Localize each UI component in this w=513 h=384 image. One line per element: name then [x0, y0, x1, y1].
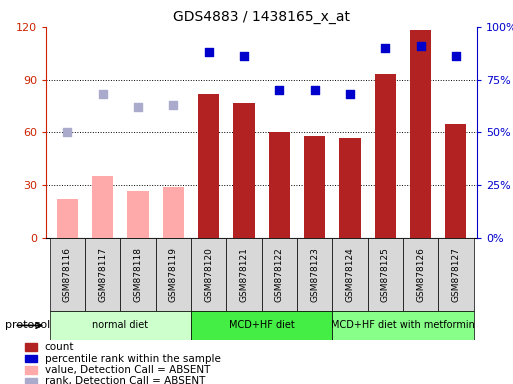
Point: [275, 87, 283, 93]
Bar: [50, 311, 191, 340]
Bar: [445, 124, 466, 238]
Point: [417, 43, 425, 49]
Text: GSM878124: GSM878124: [345, 247, 354, 302]
Bar: [57, 199, 78, 238]
Text: GSM878122: GSM878122: [275, 247, 284, 302]
Text: percentile rank within the sample: percentile rank within the sample: [45, 354, 221, 364]
Text: MCD+HF diet: MCD+HF diet: [229, 320, 294, 331]
Bar: [198, 94, 219, 238]
Title: GDS4883 / 1438165_x_at: GDS4883 / 1438165_x_at: [173, 10, 350, 25]
Bar: [163, 187, 184, 238]
Text: normal diet: normal diet: [92, 320, 148, 331]
Text: count: count: [45, 342, 74, 352]
Text: GSM878121: GSM878121: [240, 247, 248, 302]
Bar: [127, 190, 149, 238]
Text: value, Detection Call = ABSENT: value, Detection Call = ABSENT: [45, 365, 210, 375]
Bar: [50, 238, 85, 311]
Point: [310, 87, 319, 93]
Bar: [25, 378, 37, 384]
Text: protocol: protocol: [5, 320, 50, 331]
Text: rank, Detection Call = ABSENT: rank, Detection Call = ABSENT: [45, 376, 205, 384]
Bar: [410, 30, 431, 238]
Point: [63, 129, 71, 136]
Bar: [191, 238, 226, 311]
Text: GSM878120: GSM878120: [204, 247, 213, 302]
Bar: [92, 177, 113, 238]
Point: [452, 53, 460, 60]
Text: GSM878116: GSM878116: [63, 247, 72, 302]
Bar: [155, 238, 191, 311]
Text: GSM878118: GSM878118: [133, 247, 143, 302]
Point: [346, 91, 354, 98]
Point: [381, 45, 389, 51]
Bar: [297, 238, 332, 311]
Text: GSM878117: GSM878117: [98, 247, 107, 302]
Bar: [374, 74, 396, 238]
Point: [98, 91, 107, 98]
Bar: [332, 311, 473, 340]
Point: [205, 49, 213, 55]
Bar: [226, 238, 262, 311]
Bar: [438, 238, 473, 311]
Bar: [332, 238, 368, 311]
Bar: [262, 238, 297, 311]
Bar: [85, 238, 121, 311]
Bar: [25, 366, 37, 374]
Text: GSM878123: GSM878123: [310, 247, 319, 302]
Text: GSM878127: GSM878127: [451, 247, 460, 302]
Bar: [339, 138, 361, 238]
Bar: [121, 238, 155, 311]
Bar: [25, 355, 37, 362]
Bar: [25, 343, 37, 351]
Bar: [368, 238, 403, 311]
Text: MCD+HF diet with metformin: MCD+HF diet with metformin: [331, 320, 475, 331]
Text: GSM878125: GSM878125: [381, 247, 390, 302]
Bar: [191, 311, 332, 340]
Bar: [304, 136, 325, 238]
Text: GSM878126: GSM878126: [416, 247, 425, 302]
Bar: [403, 238, 438, 311]
Point: [240, 53, 248, 60]
Bar: [233, 103, 254, 238]
Text: GSM878119: GSM878119: [169, 247, 178, 302]
Point: [169, 102, 177, 108]
Bar: [269, 132, 290, 238]
Point: [134, 104, 142, 110]
